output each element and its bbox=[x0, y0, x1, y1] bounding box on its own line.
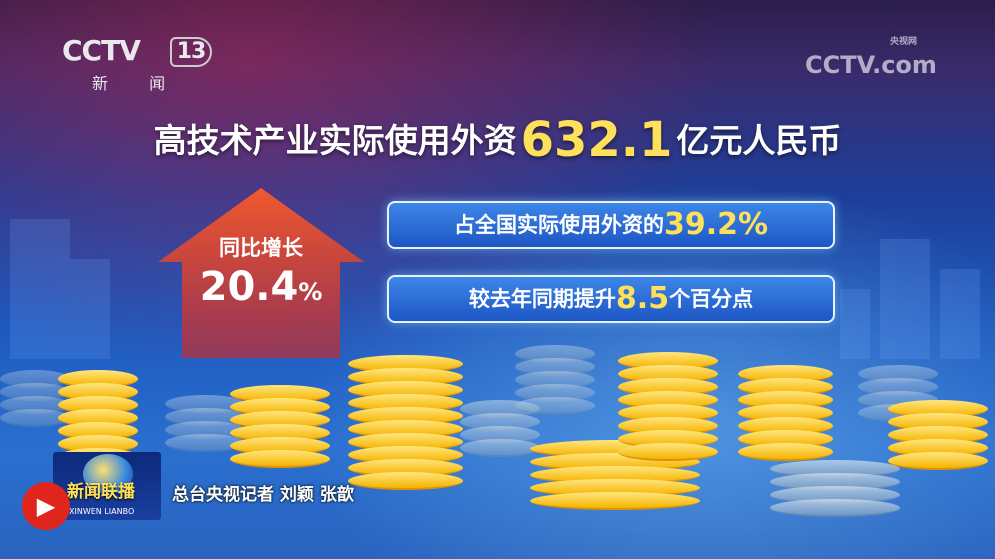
program-logo: 新闻联播 XINWEN LIANBO bbox=[53, 452, 161, 520]
coin bbox=[348, 472, 463, 490]
program-name: 新闻联播 bbox=[67, 482, 135, 502]
coin bbox=[530, 492, 700, 510]
background-bar bbox=[940, 269, 980, 359]
growth-value: 20.4% bbox=[199, 264, 323, 310]
logo-channel-name: 新 闻 bbox=[92, 74, 184, 93]
coin bbox=[738, 443, 833, 461]
logo-brand: CCTV bbox=[62, 34, 141, 67]
reporter-caption: 总台央视记者 刘颖 张歆 bbox=[172, 485, 354, 505]
cctv-com-watermark: CCTV.com 央视网 bbox=[805, 36, 955, 84]
cctv13-logo: CCTV 13 新 闻 bbox=[62, 34, 222, 98]
coin bbox=[460, 439, 540, 457]
coin bbox=[0, 409, 70, 427]
watermark-brand: CCTV.com bbox=[805, 51, 937, 79]
globe-icon bbox=[83, 454, 133, 494]
stat-box-share: 占全国实际使用外资的39.2% bbox=[387, 201, 835, 249]
program-pinyin: XINWEN LIANBO bbox=[69, 507, 135, 516]
background-bar bbox=[880, 239, 930, 359]
background-bar bbox=[840, 289, 870, 359]
headline: 高技术产业实际使用外资632.1 亿元人民币 bbox=[153, 112, 842, 168]
growth-arrow: 同比增长 20.4% bbox=[158, 188, 364, 358]
coin bbox=[770, 499, 900, 517]
growth-label: 同比增长 bbox=[219, 236, 303, 260]
stat-box-increase: 较去年同期提升8.5个百分点 bbox=[387, 275, 835, 323]
background-bar bbox=[70, 259, 110, 359]
background-bar bbox=[10, 219, 70, 359]
coin bbox=[515, 397, 595, 415]
coin bbox=[230, 450, 330, 468]
coin bbox=[888, 452, 988, 470]
play-icon[interactable]: ▶ bbox=[22, 482, 70, 530]
up-arrow-icon bbox=[158, 188, 364, 358]
logo-channel-number: 13 bbox=[170, 37, 212, 67]
coin bbox=[618, 443, 718, 461]
coin bbox=[165, 434, 245, 452]
watermark-cn: 央视网 bbox=[890, 37, 918, 47]
